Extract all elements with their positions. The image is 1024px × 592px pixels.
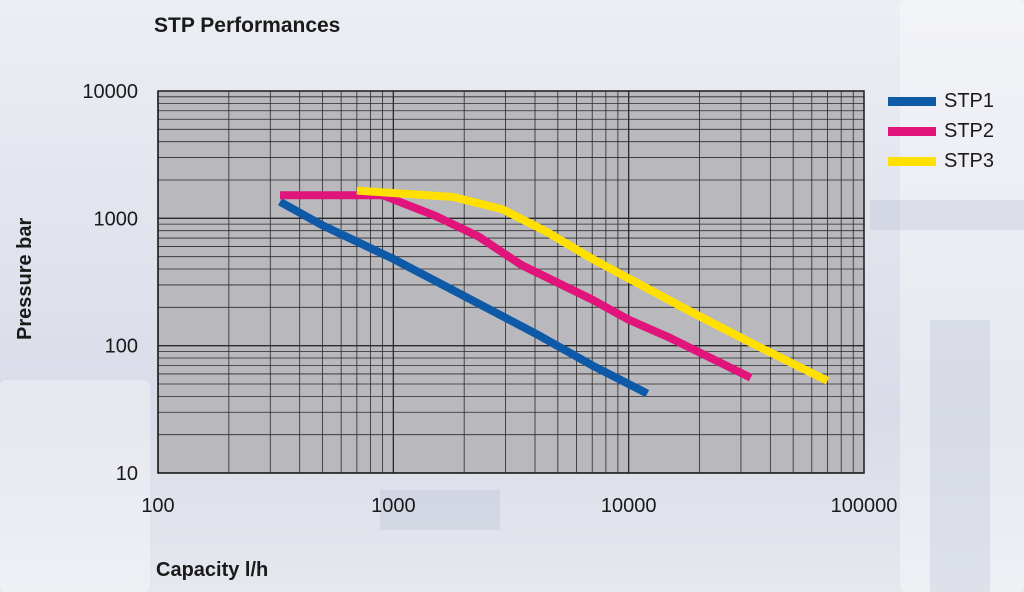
x-axis-label: Capacity l/h bbox=[156, 559, 269, 581]
legend-swatch-stp2 bbox=[888, 126, 936, 136]
y-tick-label: 10 bbox=[116, 463, 138, 485]
series-line-stp1 bbox=[278, 198, 650, 398]
x-tick-label: 100 bbox=[141, 495, 174, 517]
y-tick-label: 100 bbox=[105, 336, 138, 358]
chart-title: STP Performances bbox=[154, 14, 341, 37]
grid bbox=[157, 90, 865, 474]
background-pipe bbox=[930, 320, 990, 592]
legend-item-stp3: STP3 bbox=[888, 146, 994, 176]
series-lines bbox=[278, 186, 830, 398]
legend-label-stp2: STP2 bbox=[944, 119, 995, 142]
series-line-stp2 bbox=[280, 191, 753, 382]
x-tick-label: 10000 bbox=[601, 495, 657, 517]
y-tick-label: 1000 bbox=[94, 208, 139, 230]
background-panel-left bbox=[0, 380, 150, 592]
x-tick-label: 100000 bbox=[831, 495, 898, 517]
plot-area bbox=[158, 91, 864, 473]
y-tick-label: 10000 bbox=[82, 81, 138, 103]
legend-item-stp1: STP1 bbox=[888, 86, 994, 116]
legend-swatch-stp1 bbox=[888, 96, 936, 106]
legend-item-stp2: STP2 bbox=[888, 116, 994, 146]
x-tick-label: 1000 bbox=[371, 495, 416, 517]
plot-border bbox=[157, 90, 865, 474]
background-pipe bbox=[380, 490, 500, 530]
background-pipe bbox=[870, 200, 1024, 230]
series-line-stp3 bbox=[356, 186, 830, 385]
legend-label-stp3: STP3 bbox=[944, 149, 995, 172]
legend-swatch-stp3 bbox=[888, 156, 936, 166]
legend: STP1 STP2 STP3 bbox=[888, 86, 994, 176]
legend-label-stp1: STP1 bbox=[944, 89, 995, 112]
